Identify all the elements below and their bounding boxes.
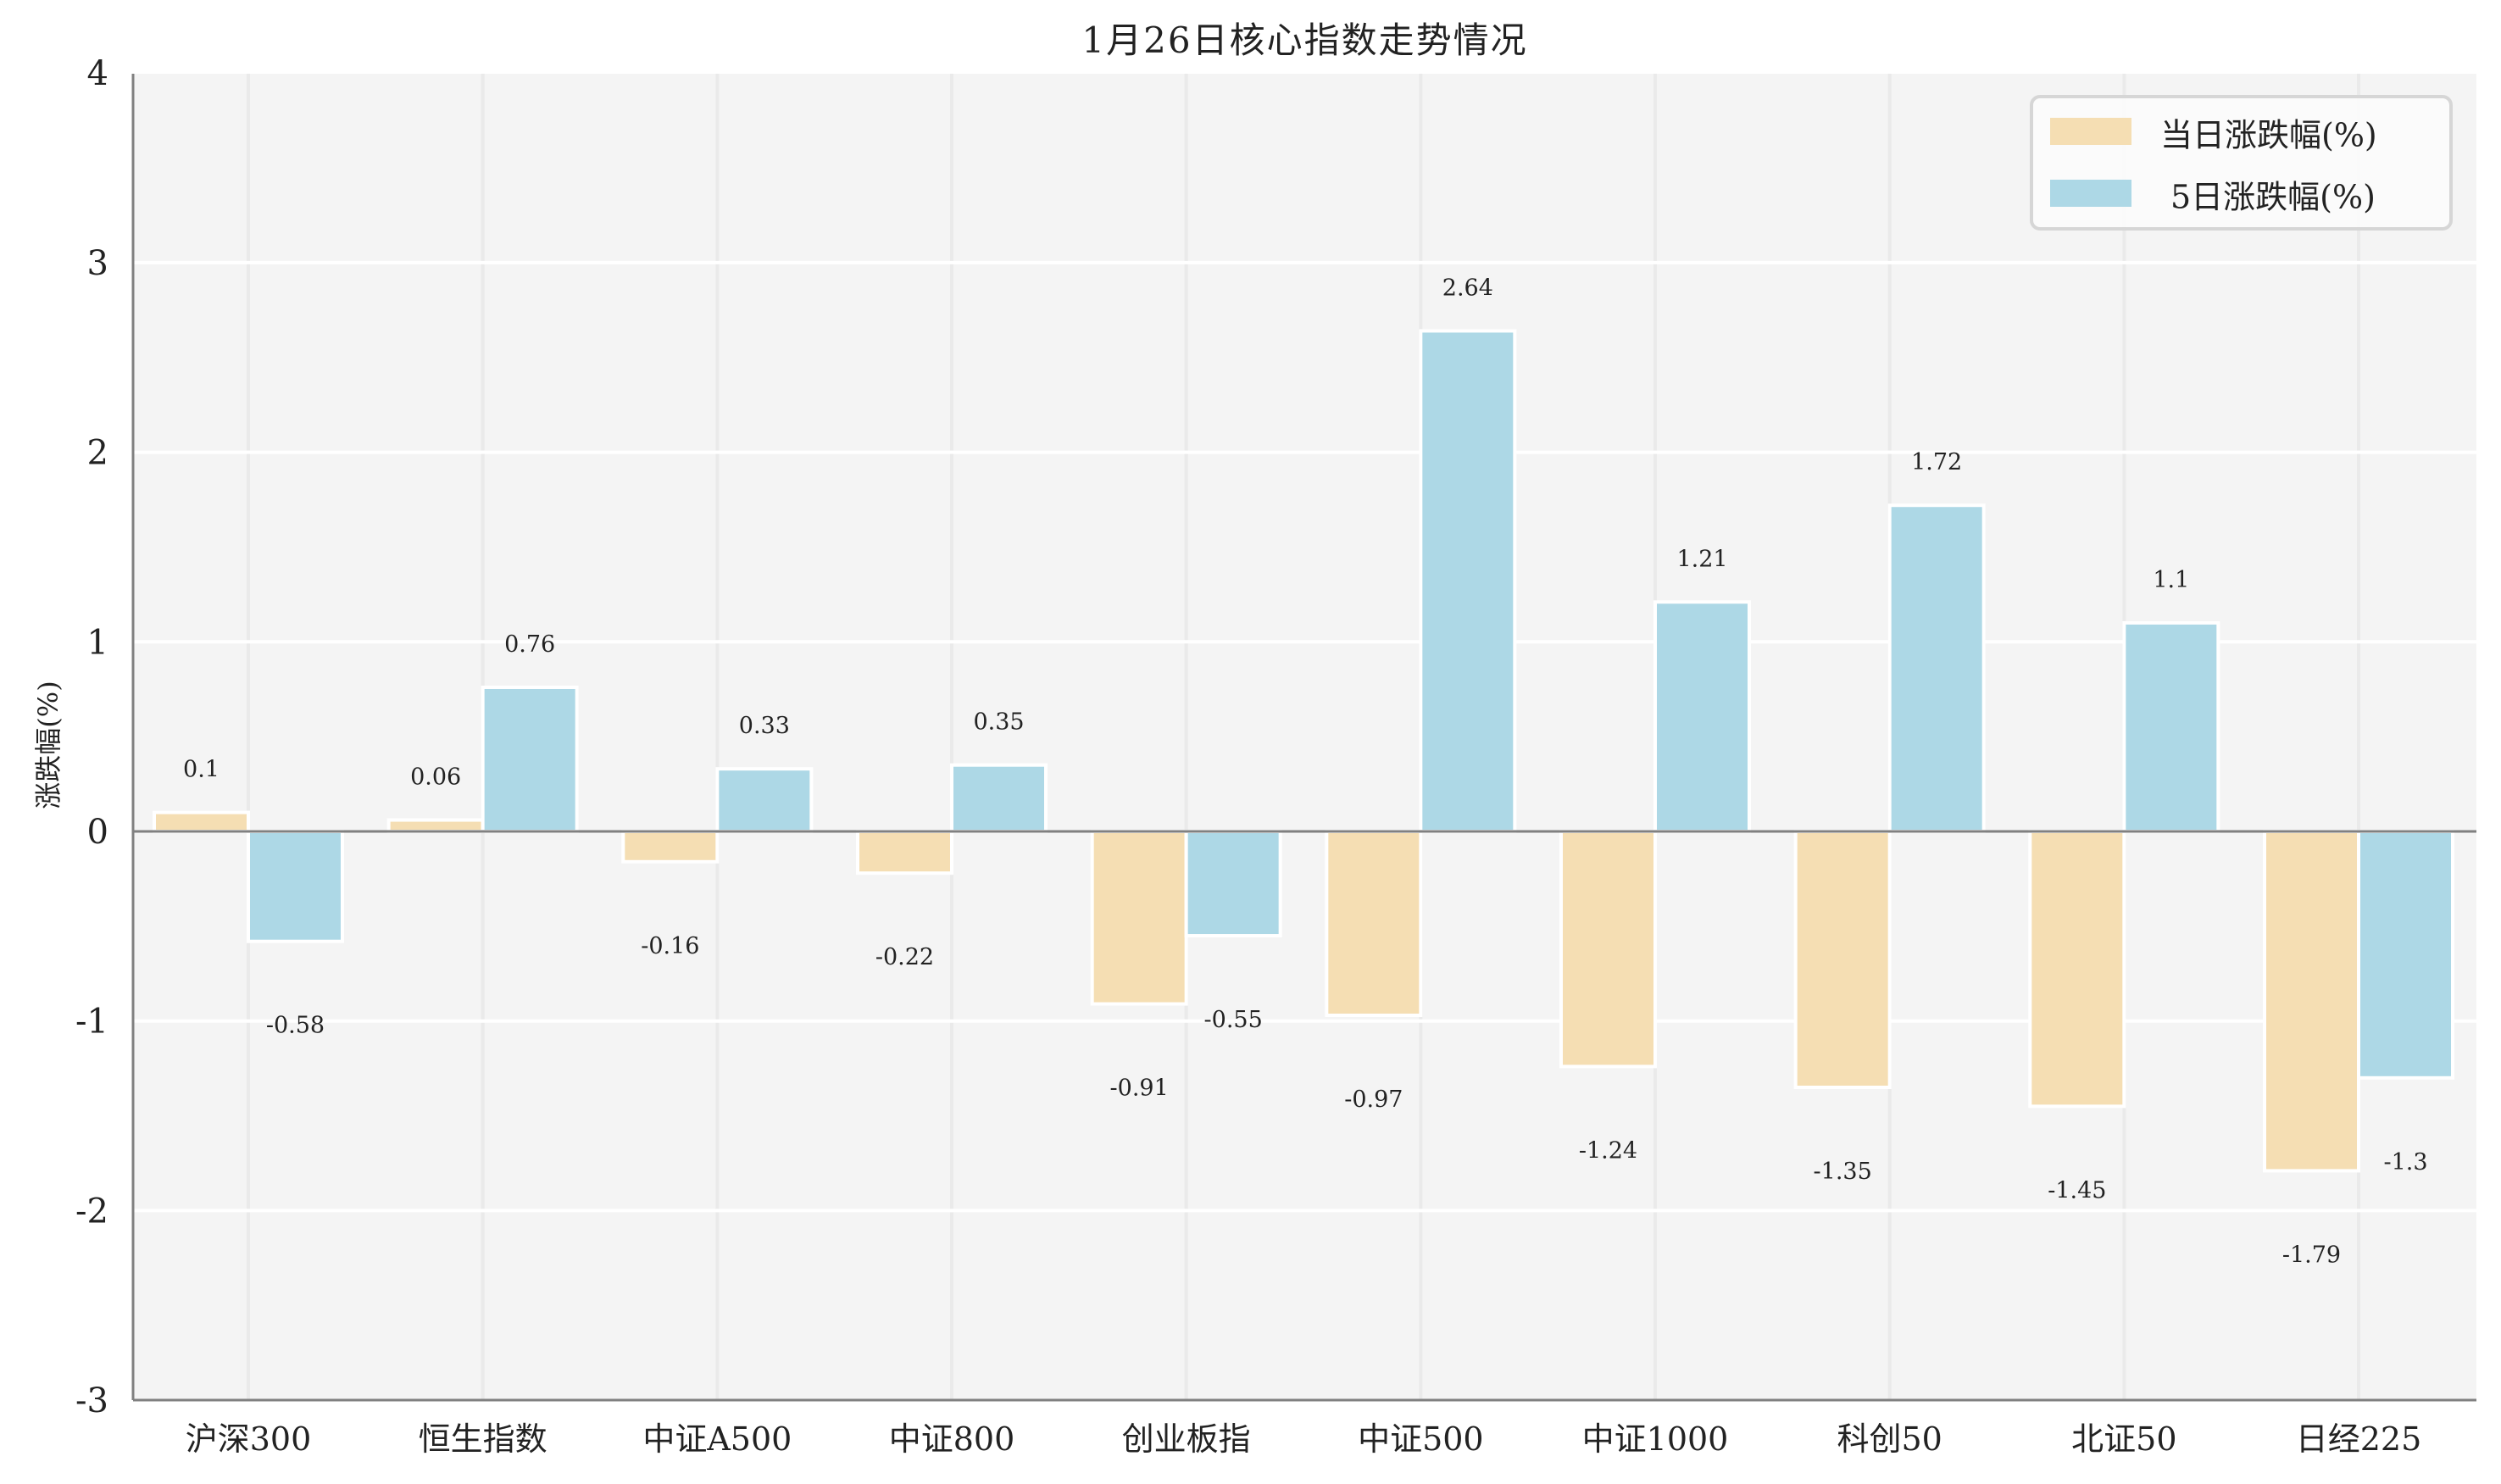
bar-five-day (247, 830, 344, 943)
bar-five-day (1653, 600, 1751, 833)
legend-item-five-day (2050, 179, 2131, 208)
y-tick-label: 4 (87, 54, 108, 93)
value-label: -1.79 (2282, 1242, 2341, 1268)
bar-daily (386, 818, 485, 834)
bar-daily (1090, 830, 1188, 1006)
bar-five-day (715, 767, 814, 834)
bar-five-day (1887, 503, 1986, 834)
value-label: -1.35 (1814, 1159, 1872, 1185)
data-labels: 0.1 0.06 -0.16 -0.22 -0.91 -0.97 -1.24 -1.35 -1.… (183, 275, 2428, 1268)
x-tick-label: 科创50 (1837, 1420, 1942, 1458)
value-label: 0.35 (973, 709, 1024, 736)
value-label: 0.33 (739, 713, 790, 739)
bar-daily (1559, 830, 1657, 1069)
y-tick-label: 2 (87, 434, 108, 473)
value-label: -0.58 (266, 1013, 325, 1039)
bars (153, 329, 2454, 1173)
bar-daily (1325, 830, 1423, 1017)
value-label: -1.24 (1579, 1137, 1637, 1164)
value-label: -0.55 (1204, 1007, 1263, 1033)
x-tick-label: 沪深300 (186, 1420, 312, 1458)
bar-daily (2263, 830, 2360, 1173)
value-label: 2.64 (1442, 275, 1493, 301)
bar-five-day (1184, 830, 1282, 938)
y-tick-label: 1 (87, 623, 108, 662)
x-tick-label: 恒生指数 (419, 1420, 547, 1458)
legend-item-daily (2050, 117, 2131, 146)
x-tick-label: 中证800 (889, 1420, 1015, 1458)
value-label: -0.16 (641, 933, 699, 959)
y-tick-label: 0 (87, 813, 108, 852)
legend-label-five-day: 5日涨跌幅(%) (2170, 178, 2376, 216)
bar-five-day (1419, 329, 1517, 833)
legend-swatch-five-day (2050, 180, 2131, 207)
y-axis-label: 涨跌幅(%) (32, 681, 64, 809)
value-label: 0.1 (183, 757, 220, 783)
x-tick-label: 日经225 (2296, 1420, 2422, 1458)
value-label: 1.1 (2153, 567, 2189, 593)
value-label: 1.72 (1911, 449, 1962, 475)
x-tick-label: 中证1000 (1582, 1420, 1729, 1458)
value-label: -0.22 (875, 944, 934, 970)
chart-title: 1月26日核心指数走势情况 (1081, 19, 1528, 61)
y-tick-label: 3 (87, 244, 108, 283)
bar-daily (856, 830, 953, 875)
x-tick-label: 中证500 (1358, 1420, 1484, 1458)
x-axis-ticks: 沪深300 恒生指数 中证A500 中证800 创业板指 中证500 中证1000 科创50 北… (186, 1420, 2422, 1458)
bar-daily (1793, 830, 1892, 1089)
y-tick-label: -2 (75, 1192, 108, 1231)
value-label: 1.21 (1676, 546, 1727, 572)
bar-five-day (950, 763, 1048, 834)
value-label: -0.91 (1110, 1075, 1169, 1102)
legend-label-daily: 当日涨跌幅(%) (2160, 116, 2377, 154)
x-tick-label: 创业板指 (1122, 1420, 1251, 1458)
value-label: 0.76 (504, 631, 555, 658)
value-label: -0.97 (1344, 1087, 1403, 1113)
value-label: -1.45 (2048, 1177, 2106, 1203)
bar-daily (153, 810, 250, 834)
x-tick-label: 北证50 (2071, 1420, 2176, 1458)
y-tick-label: -1 (75, 1003, 108, 1042)
legend: 当日涨跌幅(%) 5日涨跌幅(%) (2030, 95, 2453, 231)
value-label: -1.3 (2383, 1149, 2427, 1176)
bar-five-day (2357, 830, 2454, 1080)
bar-daily (2028, 830, 2126, 1109)
value-label: 0.06 (410, 764, 461, 791)
y-axis-ticks: -3 -2 -1 0 1 2 3 4 (75, 54, 108, 1420)
bar-daily (621, 830, 720, 864)
x-tick-label: 中证A500 (642, 1420, 792, 1458)
legend-swatch-daily (2050, 118, 2131, 145)
y-tick-label: -3 (75, 1381, 108, 1420)
bar-five-day (2122, 620, 2220, 833)
bar-five-day (481, 685, 579, 833)
